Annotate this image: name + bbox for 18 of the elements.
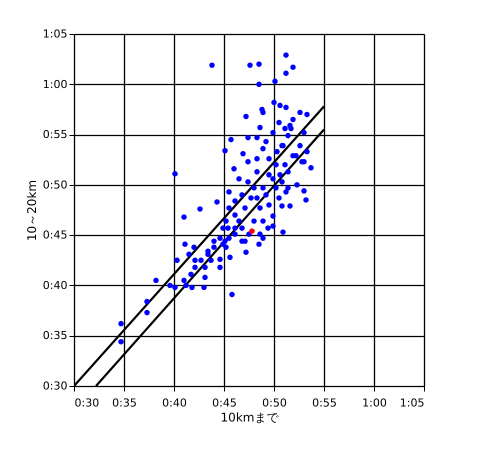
x-tick-label: 0:30	[74, 396, 100, 410]
x-tick-label: 1:00	[362, 396, 387, 410]
x-tick-label: 0:50	[262, 396, 287, 410]
x-tick-label: 0:40	[162, 396, 187, 410]
y-tick-label: 0:50	[42, 178, 68, 192]
x-tick-label: 0:35	[112, 396, 137, 410]
y-tick-label: 0:40	[42, 278, 68, 292]
y-axis-title: 10～20km	[24, 180, 39, 242]
x-tick-label: 0:45	[212, 396, 237, 410]
y-tick-label: 0:45	[42, 228, 68, 242]
y-tick-label: 1:05	[42, 28, 68, 40]
x-tick-label: 0:55	[312, 396, 337, 410]
y-tick-label: 0:30	[42, 380, 68, 392]
x-axis-title: 10kmまで	[220, 410, 280, 424]
y-tick-label: 1:00	[42, 78, 68, 91]
x-tick-label: 1:05	[400, 396, 424, 410]
y-tick-label: 0:35	[42, 329, 68, 342]
y-tick-label: 0:55	[42, 128, 68, 142]
